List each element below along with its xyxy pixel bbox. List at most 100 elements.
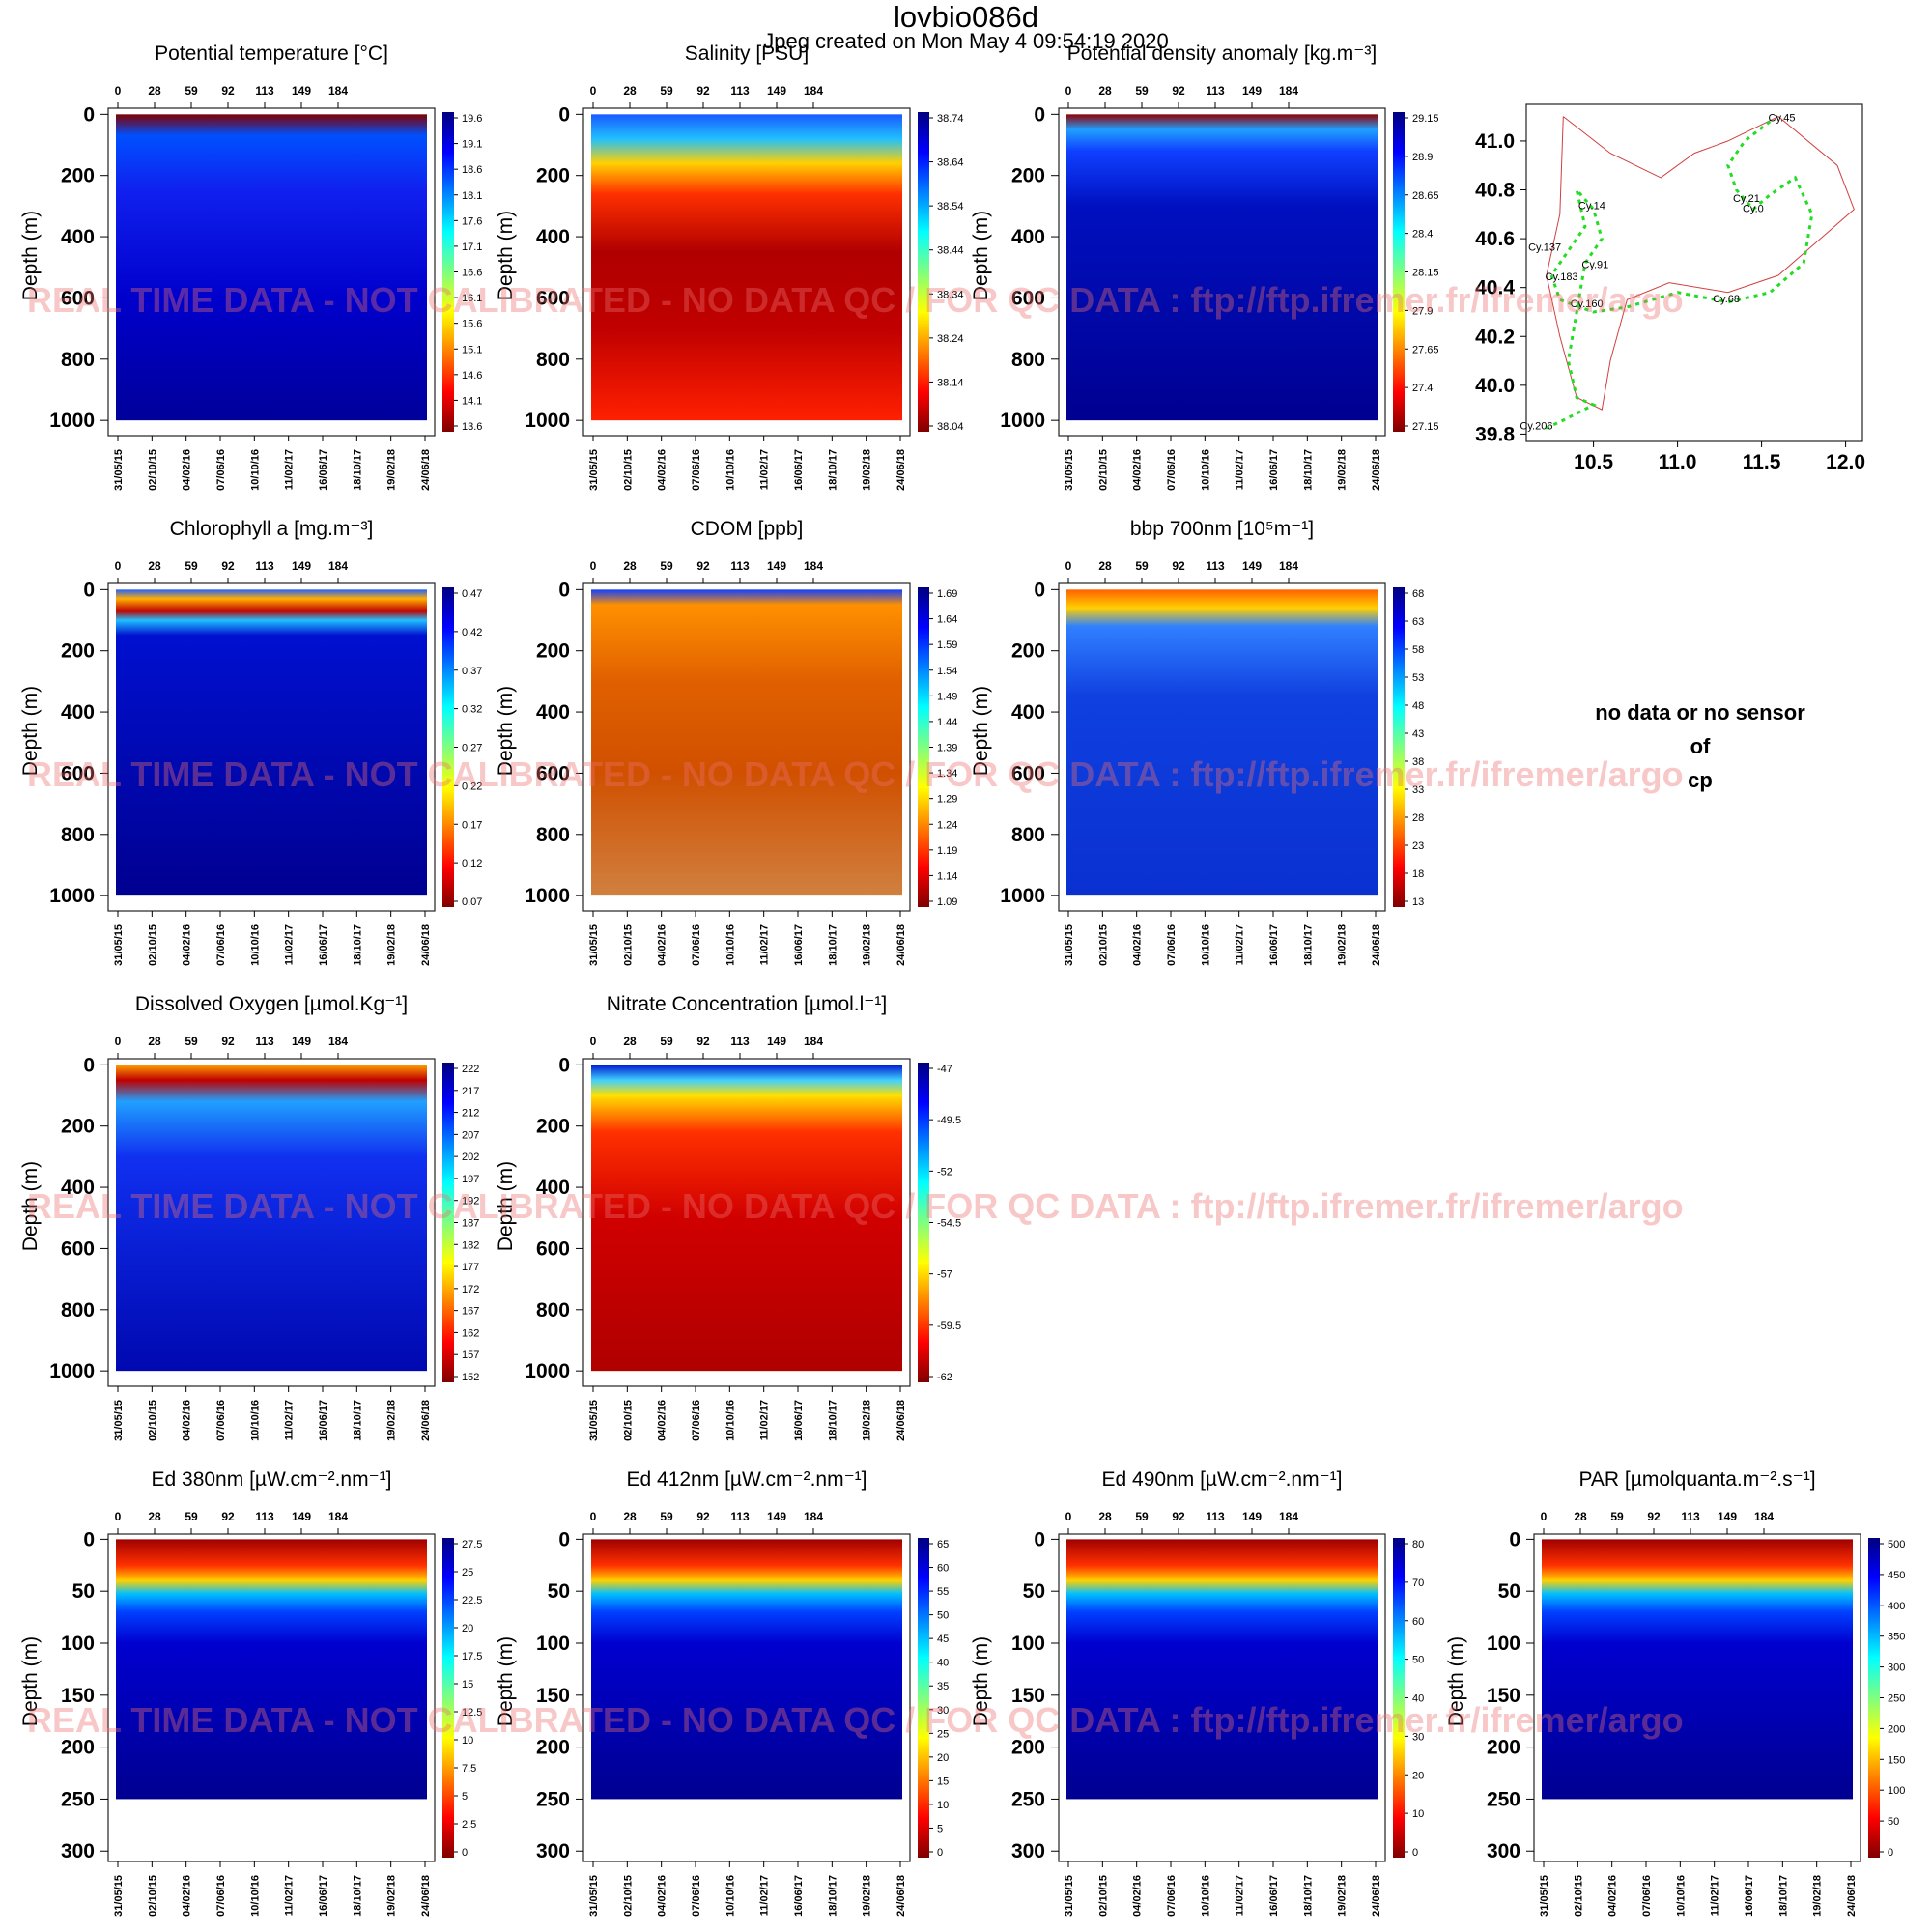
colorbar-label: -54.5 [937,1218,961,1230]
no-data-message: no data or no sensor of cp [1517,696,1884,797]
top-tick-label: 184 [804,1510,823,1523]
colorbar-label: 19.1 [462,139,482,151]
x-tick-label: 18/10/17 [1302,924,1314,966]
x-tick-label: 02/10/15 [147,1875,158,1917]
colorbar-label: 65 [937,1539,949,1550]
y-tick-label: 1000 [525,885,570,907]
colorbar-label: 1.44 [937,717,957,728]
y-tick-label: 400 [1011,226,1045,248]
x-tick-label: 07/06/16 [215,1875,227,1917]
top-tick-label: 184 [328,1510,348,1523]
colorbar-label: 20 [462,1623,473,1634]
heatmap-field [116,1539,427,1800]
top-tick-label: 59 [185,84,198,98]
y-tick-label: 400 [61,1177,95,1199]
top-tick-label: 92 [696,559,710,573]
top-tick-label: 0 [590,1035,597,1048]
y-tick-label: 200 [536,1737,570,1759]
x-tick-label: 19/02/18 [386,1400,398,1441]
top-tick-label: 149 [1718,1510,1737,1523]
colorbar-label: 28.4 [1412,229,1433,241]
y-tick-label: 800 [61,1299,95,1321]
top-tick-label: 113 [255,1035,274,1048]
x-tick-label: 11/02/17 [284,449,296,490]
x-tick-label: 11/02/17 [759,924,771,965]
x-tick-label: 02/10/15 [622,1875,634,1917]
top-tick-label: 113 [1681,1510,1700,1523]
colorbar-label: 17.5 [462,1651,482,1662]
colorbar-label: 1.14 [937,870,957,882]
colorbar-label: 38.44 [937,245,964,257]
plot-frame [1058,1533,1386,1862]
colorbar-label: 300 [1888,1662,1905,1674]
top-tick-label: 28 [623,559,637,573]
colorbar-label: 0.22 [462,781,482,792]
colorbar-label: 222 [462,1064,479,1075]
x-tick-label: 24/06/18 [1846,1875,1858,1917]
top-tick-label: 149 [1242,1510,1262,1523]
colorbar-label: 1.24 [937,819,957,831]
y-axis-label: Depth (m) [495,1636,517,1726]
colorbar-label: 217 [462,1086,479,1097]
plot-frame [1058,107,1386,437]
plot-frame [582,582,911,912]
y-tick-label: 150 [1011,1685,1045,1707]
x-tick-label: 24/06/18 [895,1875,907,1917]
colorbar-label: 35 [937,1681,949,1692]
colorbar-label: -47 [937,1064,952,1075]
x-tick-label: 10/10/16 [724,449,736,491]
colorbar-label: 212 [462,1108,479,1120]
y-tick-label: 40.6 [1475,228,1515,250]
x-tick-label: 04/02/16 [657,1400,668,1441]
top-tick-label: 184 [804,84,823,98]
colorbar-label: 23 [1412,840,1424,852]
y-tick-label: 150 [1487,1685,1520,1707]
colorbar-label: 18.1 [462,190,482,202]
colorbar-label: 1.34 [937,768,957,780]
y-tick-label: 1000 [525,1360,570,1382]
heatmap-field [591,1539,902,1800]
top-tick-label: 184 [804,559,823,573]
y-tick-label: 0 [1034,1528,1045,1550]
heatmap-field [116,1065,427,1372]
colorbar-label: 0 [1412,1847,1418,1859]
x-tick-label: 02/10/15 [1097,924,1109,966]
colorbar-label: 17.1 [462,242,482,253]
x-tick-label: 11/02/17 [1235,449,1246,490]
colorbar-label: 18 [1412,868,1424,880]
top-tick-label: 0 [590,1510,597,1523]
x-tick-label: 10/10/16 [724,924,736,966]
y-tick-label: 300 [1011,1840,1045,1862]
x-tick-label: 19/02/18 [386,449,398,491]
plot-frame [582,1058,911,1387]
colorbar-label: 18.6 [462,164,482,176]
top-tick-label: 149 [292,1510,311,1523]
x-tick-label: 07/06/16 [215,1400,227,1441]
x-tick-label: 19/02/18 [1337,449,1349,491]
colorbar-label: 192 [462,1196,479,1208]
top-tick-label: 184 [328,84,348,98]
y-tick-label: 0 [558,103,570,126]
colorbar-label: 60 [937,1563,949,1575]
colorbar-label: 0.32 [462,704,482,716]
y-axis-label: Depth (m) [495,1161,517,1251]
plot-frame [107,582,436,912]
x-tick-label: 10/10/16 [249,1875,261,1917]
x-tick-label: 04/02/16 [182,924,193,966]
cycle-label: Cy.0 [1743,203,1764,214]
y-axis-label: Depth (m) [19,686,42,776]
y-tick-label: 40.2 [1475,326,1515,348]
colorbar [1393,1538,1405,1858]
x-tick-label: 07/06/16 [691,1400,702,1441]
x-tick-label: 18/10/17 [827,1875,838,1917]
colorbar-label: 40 [1412,1693,1424,1705]
x-tick-label: 18/10/17 [1302,1875,1314,1917]
y-tick-label: 600 [536,762,570,784]
colorbar-label: 27.15 [1412,421,1439,433]
colorbar-label: 27.5 [462,1539,482,1550]
colorbar-label: 38.14 [937,377,964,388]
colorbar-label: 28.65 [1412,190,1439,202]
x-tick-label: 18/10/17 [1777,1875,1789,1917]
y-tick-label: 400 [536,226,570,248]
